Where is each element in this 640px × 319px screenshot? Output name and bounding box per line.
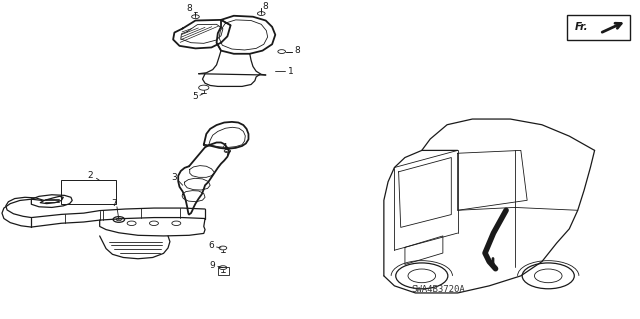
Text: 7: 7 — [111, 199, 117, 208]
Text: 5: 5 — [193, 92, 198, 101]
Text: 9: 9 — [210, 261, 216, 270]
Text: 3: 3 — [172, 173, 177, 182]
Text: 8: 8 — [263, 2, 269, 11]
Text: 1: 1 — [289, 67, 294, 76]
Text: 2: 2 — [87, 171, 93, 180]
Text: SWA4B3720A: SWA4B3720A — [412, 285, 465, 294]
Text: 4: 4 — [221, 143, 227, 152]
Text: 8: 8 — [295, 46, 301, 55]
Text: 6: 6 — [209, 241, 214, 250]
Text: Fr.: Fr. — [575, 22, 588, 32]
Text: 8: 8 — [186, 4, 192, 13]
